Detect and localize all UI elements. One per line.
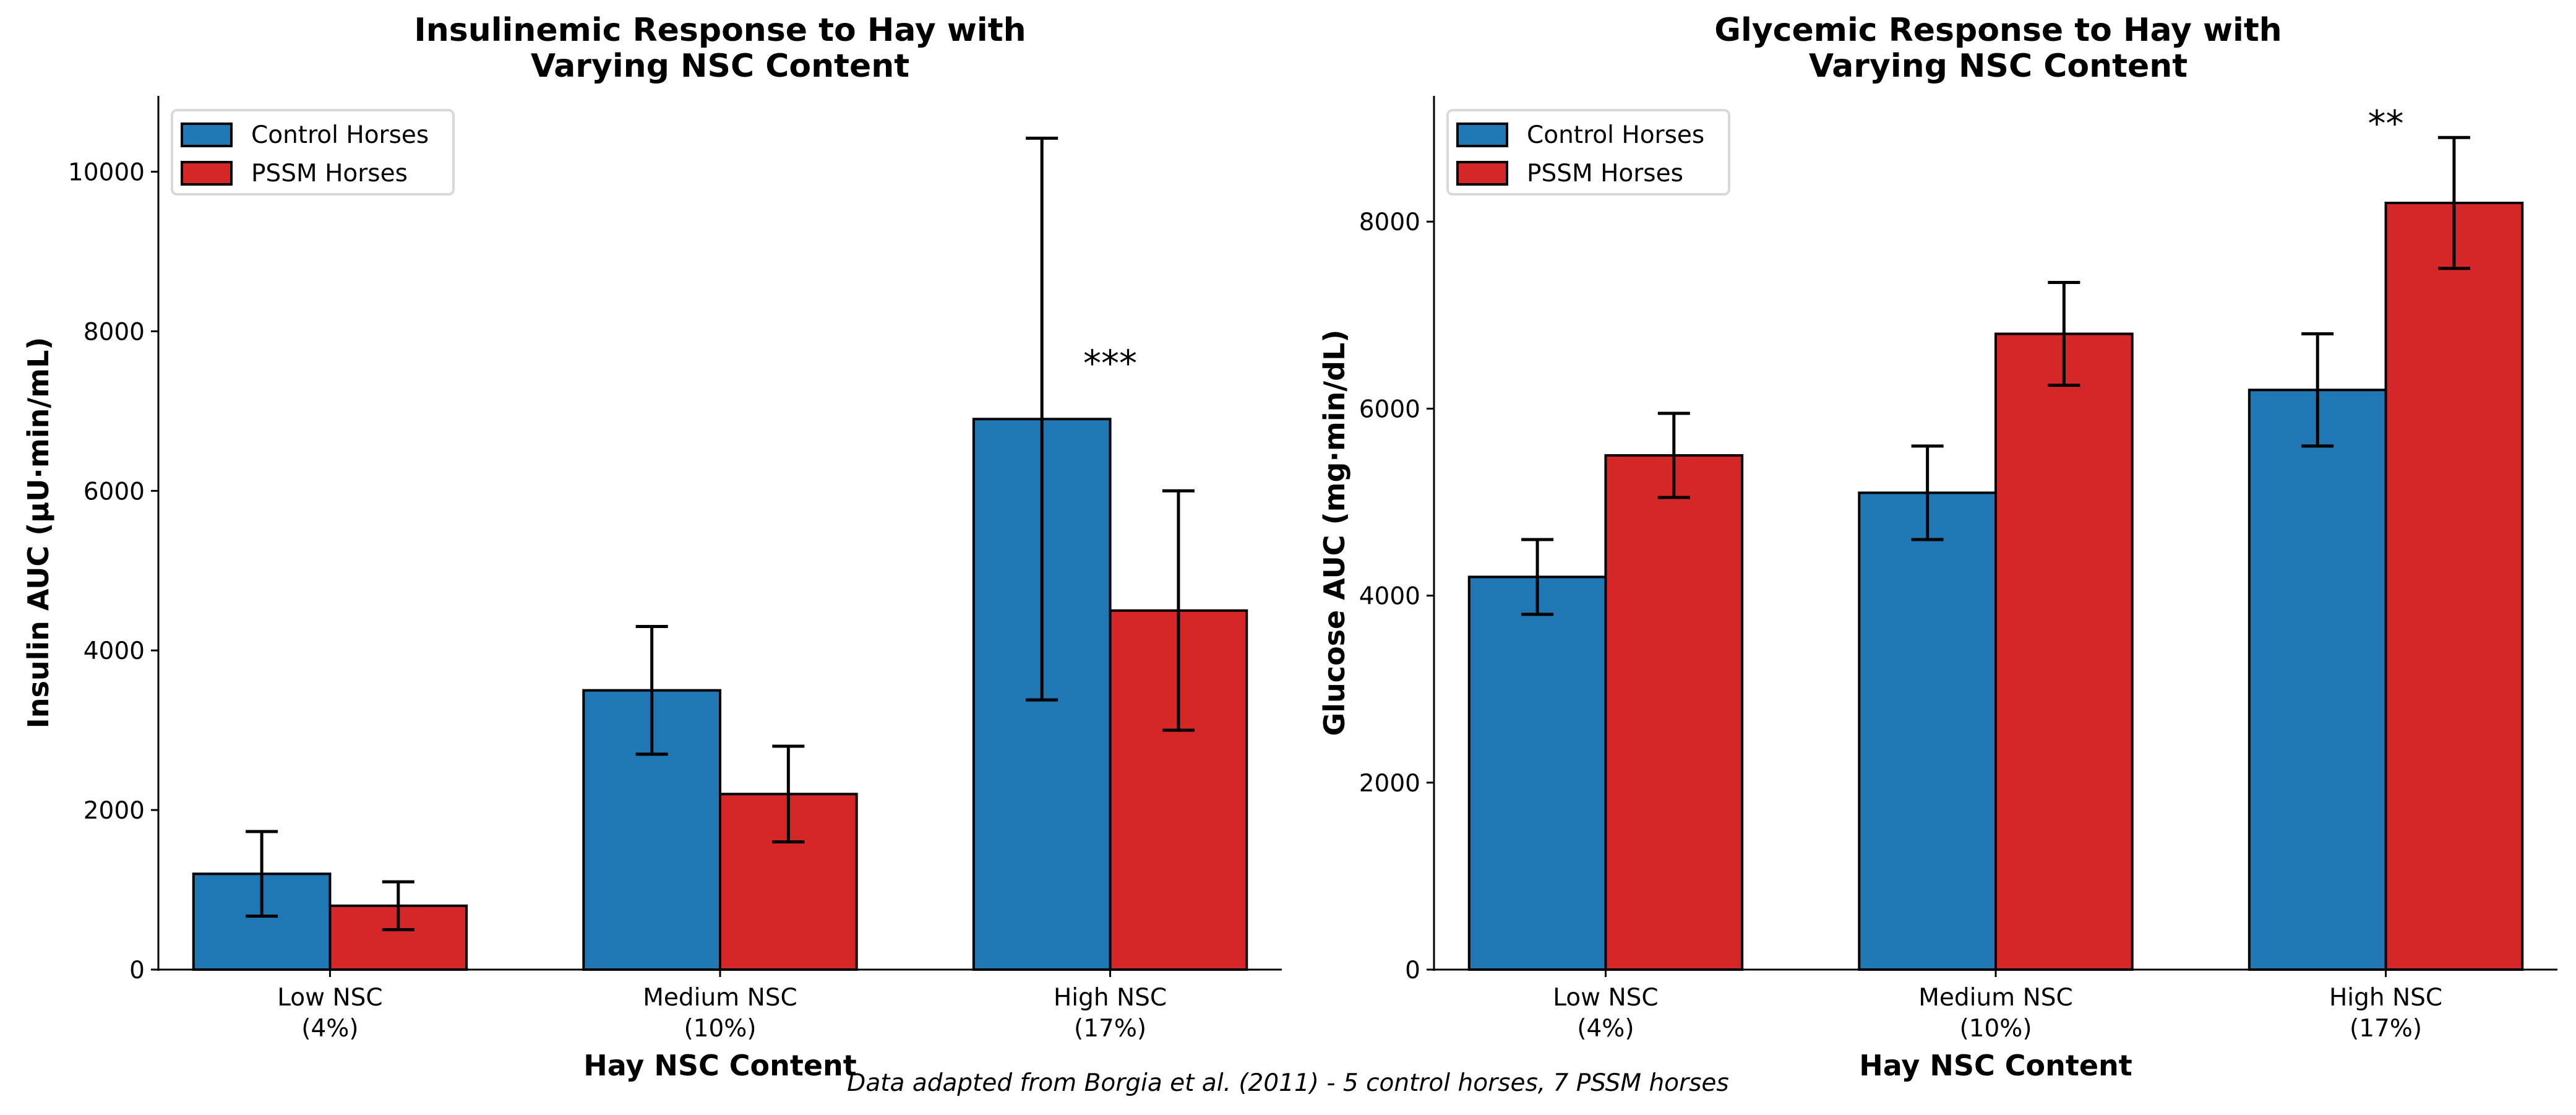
error-bar-control-1 <box>635 625 668 756</box>
x-tick-label: Low NSC <box>1553 984 1658 1012</box>
x-tick-label: (10%) <box>684 1015 756 1043</box>
y-tick-label: 4000 <box>1359 583 1420 611</box>
y-tick-label: 0 <box>1405 957 1420 984</box>
x-tick-label: Medium NSC <box>643 984 797 1012</box>
error-bar-control-0 <box>246 830 278 918</box>
x-tick-label: (4%) <box>1577 1015 1634 1043</box>
y-tick-label: 8000 <box>84 318 145 346</box>
x-tick-label: (17%) <box>1074 1015 1146 1043</box>
legend-label-pssm: PSSM Horses <box>1527 160 1683 187</box>
x-tick-label: (10%) <box>1959 1015 2032 1043</box>
legend-swatch-pssm <box>181 161 233 186</box>
x-tick-label: Medium NSC <box>1918 984 2073 1012</box>
bar-control-2 <box>2248 389 2387 971</box>
legend-frame <box>171 109 455 196</box>
y-tick-label: 6000 <box>1359 395 1420 423</box>
x-tick-label: High NSC <box>2329 984 2442 1012</box>
y-axis-label: Glucose AUC (mg·min/dL) <box>1318 330 1351 736</box>
legend-swatch-control <box>181 123 233 147</box>
y-tick-label: 4000 <box>84 637 145 665</box>
legend-swatch-pssm <box>1456 161 1508 186</box>
chart-title-line-1: Glycemic Response to Hay with <box>1714 12 2282 49</box>
chart-title-line-2: Varying NSC Content <box>1809 48 2187 85</box>
x-tick-label: High NSC <box>1054 984 1167 1012</box>
bar-control-0 <box>1467 575 1607 971</box>
chart-title-line-2: Varying NSC Content <box>531 48 909 85</box>
error-bar-control-0 <box>1521 538 1554 616</box>
error-bar-control-2 <box>1026 136 1058 702</box>
legend: Control Horses PSSM Horses <box>1446 109 1730 196</box>
insulin-chart-panel: Insulinemic Response to Hay withVarying … <box>22 12 1282 1082</box>
error-bar-pssm-1 <box>2048 280 2080 387</box>
footnote: Data adapted from Borgia et al. (2011) -… <box>847 1069 1728 1097</box>
x-axis-label: Hay NSC Content <box>1859 1049 2132 1082</box>
x-tick-label: (17%) <box>2350 1015 2422 1043</box>
significance-marker: *** <box>1083 342 1137 384</box>
y-tick-label: 8000 <box>1359 209 1420 236</box>
error-bar-pssm-0 <box>1657 411 1690 499</box>
y-tick-label: 2000 <box>1359 770 1420 798</box>
y-tick-label: 6000 <box>84 478 145 506</box>
bar-pssm-2 <box>2384 202 2524 971</box>
y-tick-label: 10000 <box>68 159 145 187</box>
legend-frame <box>1446 109 1730 196</box>
bar-pssm-1 <box>1994 332 2134 971</box>
error-bar-pssm-2 <box>2437 136 2470 270</box>
y-axis-label: Insulin AUC (µU·min/mL) <box>22 337 55 729</box>
chart-title-line-1: Insulinemic Response to Hay with <box>414 12 1026 49</box>
bar-pssm-0 <box>1604 454 1744 971</box>
error-bar-pssm-0 <box>382 880 414 932</box>
legend-label-pssm: PSSM Horses <box>251 160 408 187</box>
x-tick-label: (4%) <box>301 1015 358 1043</box>
legend-label-control: Control Horses <box>1527 121 1704 149</box>
x-tick-label: Low NSC <box>277 984 382 1012</box>
error-bar-control-2 <box>2301 332 2334 448</box>
legend: Control Horses PSSM Horses <box>171 109 455 196</box>
legend-swatch-control <box>1456 123 1508 147</box>
x-axis-label: Hay NSC Content <box>583 1049 857 1082</box>
significance-marker: ** <box>2368 103 2404 145</box>
bar-control-1 <box>1858 491 1998 971</box>
error-bar-control-1 <box>1911 444 1944 541</box>
error-bar-pssm-1 <box>772 744 805 844</box>
legend-label-control: Control Horses <box>251 121 429 149</box>
error-bar-pssm-2 <box>1162 489 1195 732</box>
y-tick-label: 0 <box>129 957 145 984</box>
y-tick-label: 2000 <box>84 797 145 825</box>
